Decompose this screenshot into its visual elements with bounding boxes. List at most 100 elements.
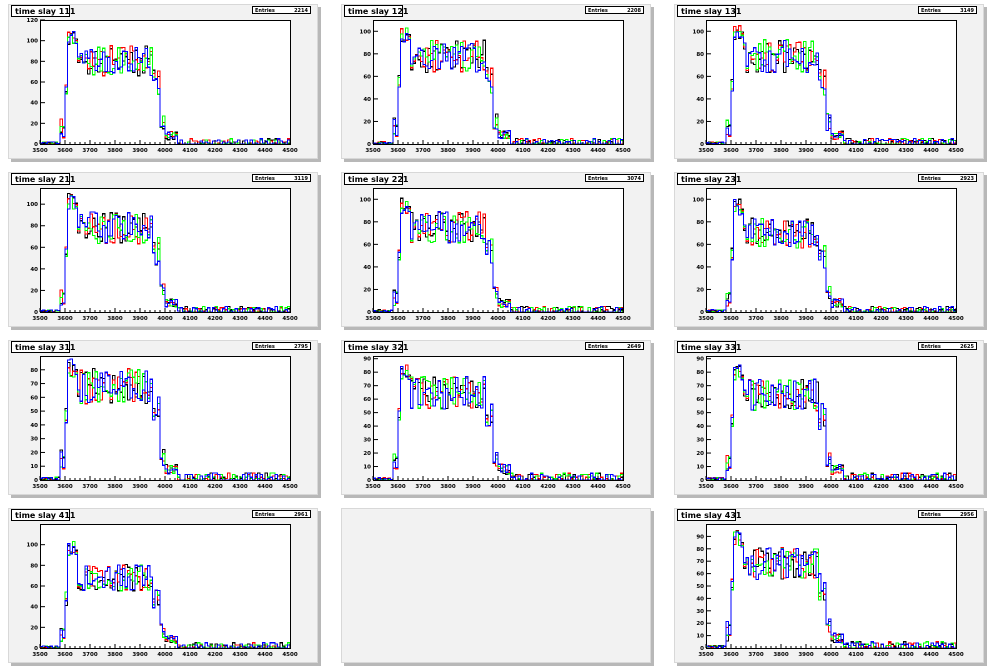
- y-tick-label: 60: [30, 80, 38, 86]
- x-tick-label: 3700: [748, 316, 763, 322]
- x-tick-label: 4000: [157, 148, 172, 154]
- x-tick-label: 3800: [773, 652, 788, 658]
- y-tick-label: 0: [700, 142, 704, 148]
- x-tick-label: 3600: [723, 316, 738, 322]
- x-tick-label: 3700: [748, 484, 763, 490]
- y-tick-label: 60: [696, 572, 704, 578]
- stats-box: Entries 2208: [585, 6, 644, 14]
- stats-box: Entries 2923: [918, 174, 977, 182]
- x-tick-label: 4000: [823, 148, 838, 154]
- chart-title: time slay 431: [677, 509, 742, 521]
- y-tick-label: 50: [696, 584, 704, 590]
- title-text: time slay 431: [681, 511, 742, 520]
- y-tick-label: 60: [363, 74, 371, 80]
- y-tick-label: 40: [696, 97, 704, 103]
- series-red: [40, 31, 290, 144]
- y-tick-label: 80: [363, 370, 371, 376]
- x-tick-label: 4400: [590, 484, 605, 490]
- y-tick-label: 40: [30, 605, 38, 611]
- entries-label: Entries: [921, 176, 941, 182]
- y-tick-label: 0: [34, 478, 38, 484]
- title-text: time slay 221: [348, 175, 409, 184]
- y-tick-label: 10: [30, 464, 38, 470]
- entries-value: 3074: [627, 176, 641, 182]
- x-tick-label: 3900: [798, 652, 813, 658]
- x-tick-label: 3600: [57, 484, 72, 490]
- title-box: [11, 341, 70, 353]
- y-tick-label: 20: [30, 121, 38, 127]
- entries-label: Entries: [588, 344, 608, 350]
- x-tick-label: 4300: [898, 148, 913, 154]
- y-tick-label: 40: [363, 424, 371, 430]
- y-tick-label: 40: [696, 265, 704, 271]
- x-tick-label: 4300: [565, 148, 580, 154]
- y-tick-label: 80: [30, 59, 38, 65]
- x-tick-label: 3500: [698, 316, 713, 322]
- x-tick-label: 3900: [132, 316, 147, 322]
- x-tick-label: 4400: [590, 148, 605, 154]
- x-tick-label: 4300: [232, 148, 247, 154]
- stats-box: Entries 3074: [585, 174, 644, 182]
- x-tick-label: 3900: [132, 148, 147, 154]
- entries-value: 2923: [960, 176, 974, 182]
- entries-label: Entries: [588, 8, 608, 14]
- y-tick-label: 50: [30, 409, 38, 415]
- y-tick-label: 0: [367, 478, 371, 484]
- x-tick-label: 4300: [232, 484, 247, 490]
- entries-value: 2649: [627, 344, 641, 350]
- x-tick-label: 4400: [923, 484, 938, 490]
- y-tick-label: 60: [696, 74, 704, 80]
- x-tick-label: 3500: [32, 652, 47, 658]
- entries-label: Entries: [255, 8, 275, 14]
- title-text: time slay 121: [348, 7, 409, 16]
- y-tick-label: 100: [27, 202, 39, 208]
- entries-value: 3119: [294, 176, 308, 182]
- chart-title: time slay 231: [677, 173, 742, 185]
- y-tick-label: 40: [30, 101, 38, 107]
- x-tick-label: 3600: [57, 316, 72, 322]
- entries-value: 3149: [960, 8, 974, 14]
- y-tick-label: 70: [696, 384, 704, 390]
- x-tick-label: 3900: [798, 484, 813, 490]
- x-tick-label: 3700: [82, 652, 97, 658]
- y-tick-label: 20: [30, 625, 38, 631]
- y-tick-label: 0: [34, 142, 38, 148]
- x-tick-label: 3500: [32, 316, 47, 322]
- x-tick-label: 3600: [57, 148, 72, 154]
- y-tick-label: 60: [30, 584, 38, 590]
- title-text: time slay 231: [681, 175, 742, 184]
- y-tick-label: 120: [27, 18, 39, 24]
- y-tick-label: 30: [696, 438, 704, 444]
- histogram-pad-1: 3500 3600 3700 3800 3900 4000 4100 4200 4300 4400…: [8, 4, 321, 162]
- title-box: [344, 173, 403, 185]
- x-tick-label: 4300: [232, 652, 247, 658]
- entries-value: 2214: [294, 8, 308, 14]
- x-tick-label: 3900: [465, 316, 480, 322]
- y-tick-label: 60: [30, 395, 38, 401]
- x-tick-label: 4300: [898, 484, 913, 490]
- x-tick-label: 3700: [415, 148, 430, 154]
- y-tick-label: 100: [693, 197, 705, 203]
- chart-title: time slay 221: [344, 173, 409, 185]
- series-blue: [40, 543, 290, 648]
- x-tick-label: 4200: [207, 316, 222, 322]
- entries-value: 2961: [294, 512, 308, 518]
- x-tick-label: 4000: [157, 652, 172, 658]
- chart-title: time slay 321: [344, 341, 409, 353]
- x-tick-label: 4300: [898, 652, 913, 658]
- stats-frame: [252, 510, 311, 518]
- x-tick-label: 4300: [232, 316, 247, 322]
- chart-title: time slay 311: [11, 341, 76, 353]
- x-tick-label: 4200: [540, 484, 555, 490]
- histogram-pad-7: 3500 3600 3700 3800 3900 4000 4100 4200 4300 4400…: [8, 340, 321, 498]
- stats-box: Entries 3119: [252, 174, 311, 182]
- y-tick-label: 20: [30, 288, 38, 294]
- x-tick-label: 4400: [923, 148, 938, 154]
- x-tick-label: 3800: [107, 316, 122, 322]
- x-tick-label: 4400: [257, 148, 272, 154]
- y-tick-label: 100: [693, 29, 705, 35]
- y-tick-label: 10: [696, 634, 704, 640]
- y-tick-label: 0: [34, 310, 38, 316]
- stats-frame: [252, 342, 311, 350]
